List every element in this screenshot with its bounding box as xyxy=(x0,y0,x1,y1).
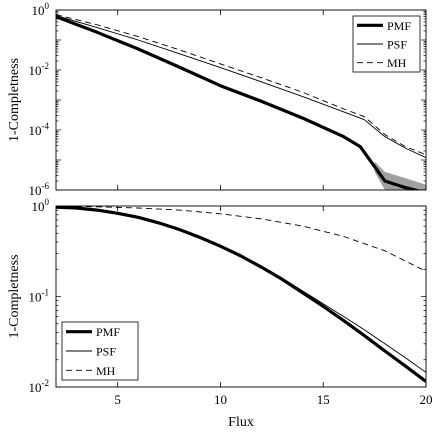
series-pmf-band xyxy=(374,161,426,190)
y-tick-label: 100 xyxy=(32,1,50,18)
legend-label-psf: PSF xyxy=(96,345,116,359)
series-psf-line xyxy=(56,206,426,373)
series-mh-line xyxy=(56,206,426,272)
legend-label-psf: PSF xyxy=(387,38,407,52)
x-tick-label: 15 xyxy=(317,392,330,407)
y-axis-label: 1-Completness xyxy=(7,255,22,339)
y-tick-label: 10-6 xyxy=(29,181,50,198)
legend-label-pmf: PMF xyxy=(96,325,120,339)
x-axis-label: Flux xyxy=(228,415,254,430)
y-tick-label: 10-4 xyxy=(29,121,50,138)
y-tick-label: 100 xyxy=(32,197,50,214)
x-tick-label: 20 xyxy=(420,392,433,407)
x-tick-label: 10 xyxy=(214,392,227,407)
y-tick-label: 10-2 xyxy=(29,378,50,395)
y-axis-label: 1-Completness xyxy=(7,58,22,142)
series-psf-line xyxy=(56,15,426,159)
legend-label-pmf: PMF xyxy=(387,19,411,33)
legend-label-mh: MH xyxy=(387,56,407,70)
y-tick-label: 10-1 xyxy=(29,288,50,305)
x-tick-label: 5 xyxy=(114,392,121,407)
y-tick-label: 10-2 xyxy=(29,61,50,78)
legend-label-mh: MH xyxy=(96,364,116,378)
series-pmf-line xyxy=(56,15,422,190)
